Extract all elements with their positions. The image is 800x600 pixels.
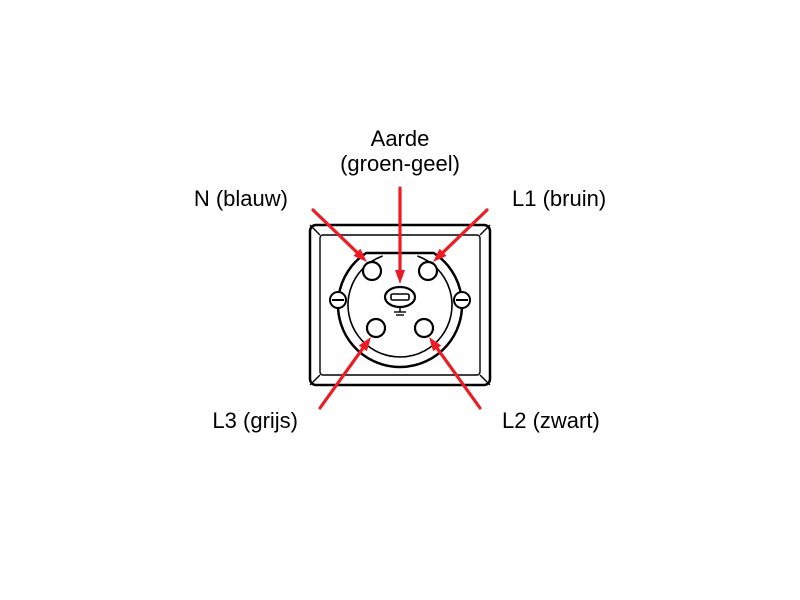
label-earth-line2: (groen-geel) — [340, 151, 460, 176]
label-earth-line1: Aarde — [371, 126, 430, 151]
diagram-svg — [0, 0, 800, 600]
label-n: N (blauw) — [194, 186, 288, 211]
label-l3: L3 (grijs) — [212, 408, 298, 433]
label-earth: Aarde (groen-geel) — [330, 126, 470, 177]
perilex-socket-wiring-diagram: { "diagram": { "type": "wiring-diagram",… — [0, 0, 800, 600]
label-l2: L2 (zwart) — [502, 408, 600, 433]
label-l1: L1 (bruin) — [512, 186, 606, 211]
